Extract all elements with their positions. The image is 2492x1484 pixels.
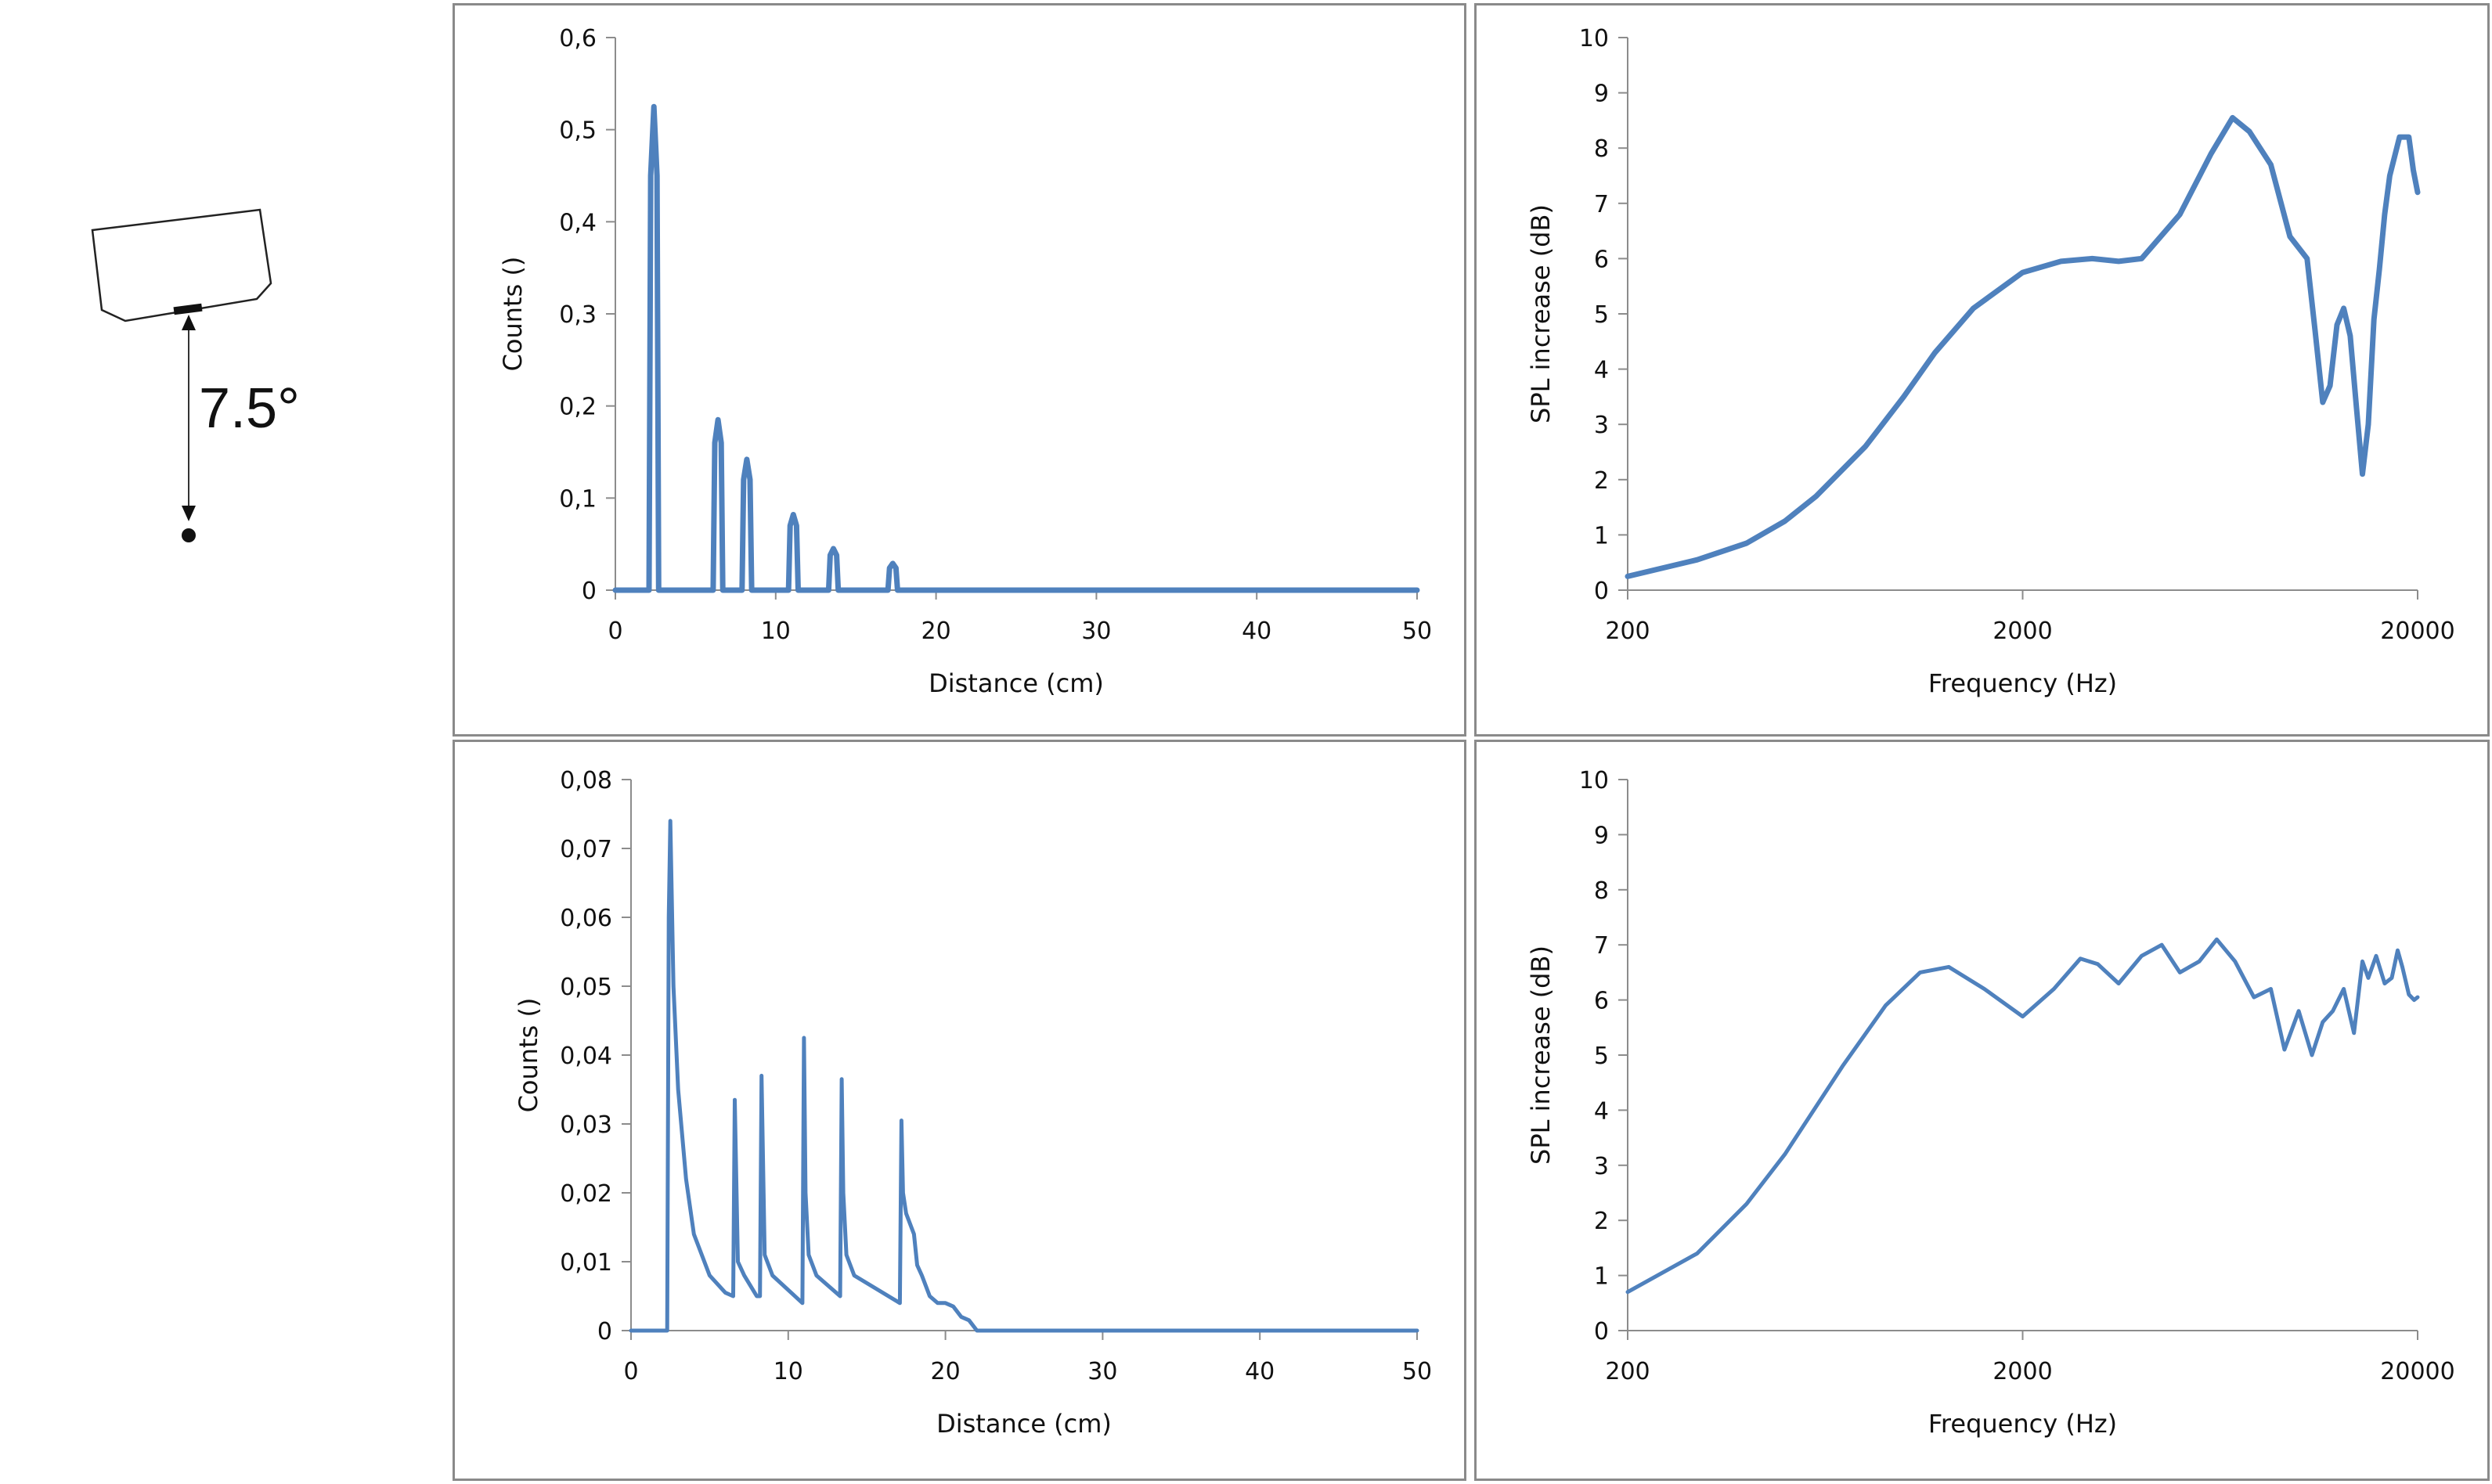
device-outline: [91, 208, 272, 322]
angle-label: 7.5°: [199, 377, 300, 440]
panel-frame-top-right: [1474, 3, 2490, 737]
orientation-diagram: 7.5°: [91, 208, 300, 542]
panel-frame-bottom-left: [453, 740, 1466, 1481]
panel-frame-top-left: [453, 3, 1466, 737]
arrow-head-bottom: [182, 506, 196, 521]
arrow-head-top: [182, 315, 196, 330]
target-point: [182, 528, 196, 542]
panel-frame-bottom-right: [1474, 740, 2490, 1481]
sensor-marker: [173, 303, 203, 315]
